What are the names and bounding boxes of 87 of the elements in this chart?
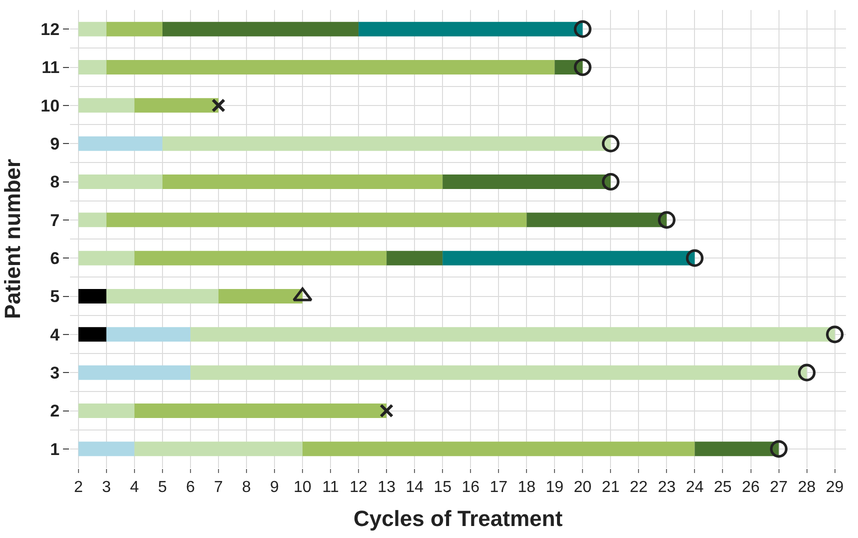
x-tick-label: 24	[686, 479, 704, 496]
point	[826, 326, 844, 344]
bar	[134, 442, 303, 456]
x-tick-label: 14	[406, 479, 424, 496]
bar	[106, 327, 190, 342]
y-tick-label: 2	[50, 402, 60, 421]
bar	[162, 174, 443, 189]
bar	[78, 60, 106, 74]
y-axis-title: Patient number	[0, 158, 25, 320]
y-tick-label: 10	[40, 96, 60, 116]
bar	[358, 22, 583, 36]
bar	[78, 250, 134, 266]
y-tick-label: 5	[50, 287, 60, 306]
bar	[78, 327, 106, 342]
bar	[694, 442, 779, 456]
x-tick-label: 2	[74, 479, 83, 496]
bar	[106, 212, 527, 228]
bar	[106, 289, 218, 304]
bar	[134, 250, 387, 266]
y-tick-label: 9	[50, 134, 60, 154]
point	[211, 98, 226, 112]
bar	[78, 136, 162, 151]
y-tick-label: 1	[50, 440, 60, 459]
x-tick-label: 5	[158, 479, 167, 496]
x-axis-title: Cycles of Treatment	[353, 506, 564, 532]
point	[602, 134, 620, 152]
bar	[190, 327, 835, 342]
bar	[134, 404, 387, 418]
x-tick-label: 8	[242, 479, 252, 496]
bar	[78, 98, 134, 113]
x-tick-label: 23	[658, 479, 676, 496]
x-tick-label: 20	[574, 479, 592, 496]
x-tick-label: 27	[770, 479, 788, 496]
x-tick-label: 6	[186, 479, 196, 496]
x-tick-label: 4	[130, 479, 139, 496]
y-tick-label: 3	[50, 364, 60, 383]
bar	[78, 365, 190, 380]
x-tick-label: 19	[546, 479, 564, 496]
bar	[134, 98, 218, 113]
point	[574, 58, 592, 76]
y-tick-label: 11	[42, 58, 60, 78]
bar	[78, 404, 134, 418]
x-tick-label: 18	[518, 479, 536, 496]
bar	[442, 250, 695, 266]
bar	[78, 212, 106, 228]
x-tick-label: 26	[742, 479, 760, 496]
x-tick-label: 13	[378, 479, 396, 496]
point	[770, 440, 788, 458]
bar	[78, 22, 106, 36]
y-tick-label: 4	[50, 325, 60, 344]
bar	[106, 60, 555, 74]
x-tick-label: 29	[826, 479, 844, 496]
y-tick-label: 6	[50, 249, 60, 268]
bar	[162, 136, 611, 151]
point	[574, 20, 592, 38]
point	[798, 364, 816, 382]
x-tick-label: 17	[490, 479, 508, 496]
x-tick-label: 9	[270, 479, 280, 496]
bar	[526, 212, 667, 228]
x-tick-label: 16	[462, 479, 480, 496]
bar	[106, 22, 162, 36]
x-tick-label: 15	[434, 479, 452, 496]
y-tick-label: 7	[50, 210, 60, 230]
x-tick-label: 3	[102, 479, 111, 496]
point	[602, 172, 620, 191]
point	[658, 211, 676, 229]
x-tick-label: 10	[294, 479, 312, 496]
x-tick-label: 22	[630, 479, 648, 496]
y-tick-label: 12	[40, 20, 60, 40]
y-tick-label: 8	[50, 172, 60, 192]
bar	[386, 250, 443, 266]
point	[686, 249, 704, 267]
x-tick-label: 25	[714, 479, 732, 496]
bar	[190, 365, 807, 380]
bar	[442, 174, 611, 189]
bar	[78, 174, 162, 189]
bar	[162, 22, 359, 36]
x-tick-label: 11	[322, 479, 339, 496]
bar	[218, 289, 303, 304]
bar	[78, 289, 106, 304]
bar	[302, 442, 695, 456]
x-tick-label: 21	[602, 479, 620, 496]
bar	[78, 442, 134, 456]
x-tick-label: 7	[214, 479, 224, 496]
x-tick-label: 28	[798, 479, 816, 496]
x-tick-label: 12	[350, 479, 368, 496]
point	[380, 404, 394, 418]
